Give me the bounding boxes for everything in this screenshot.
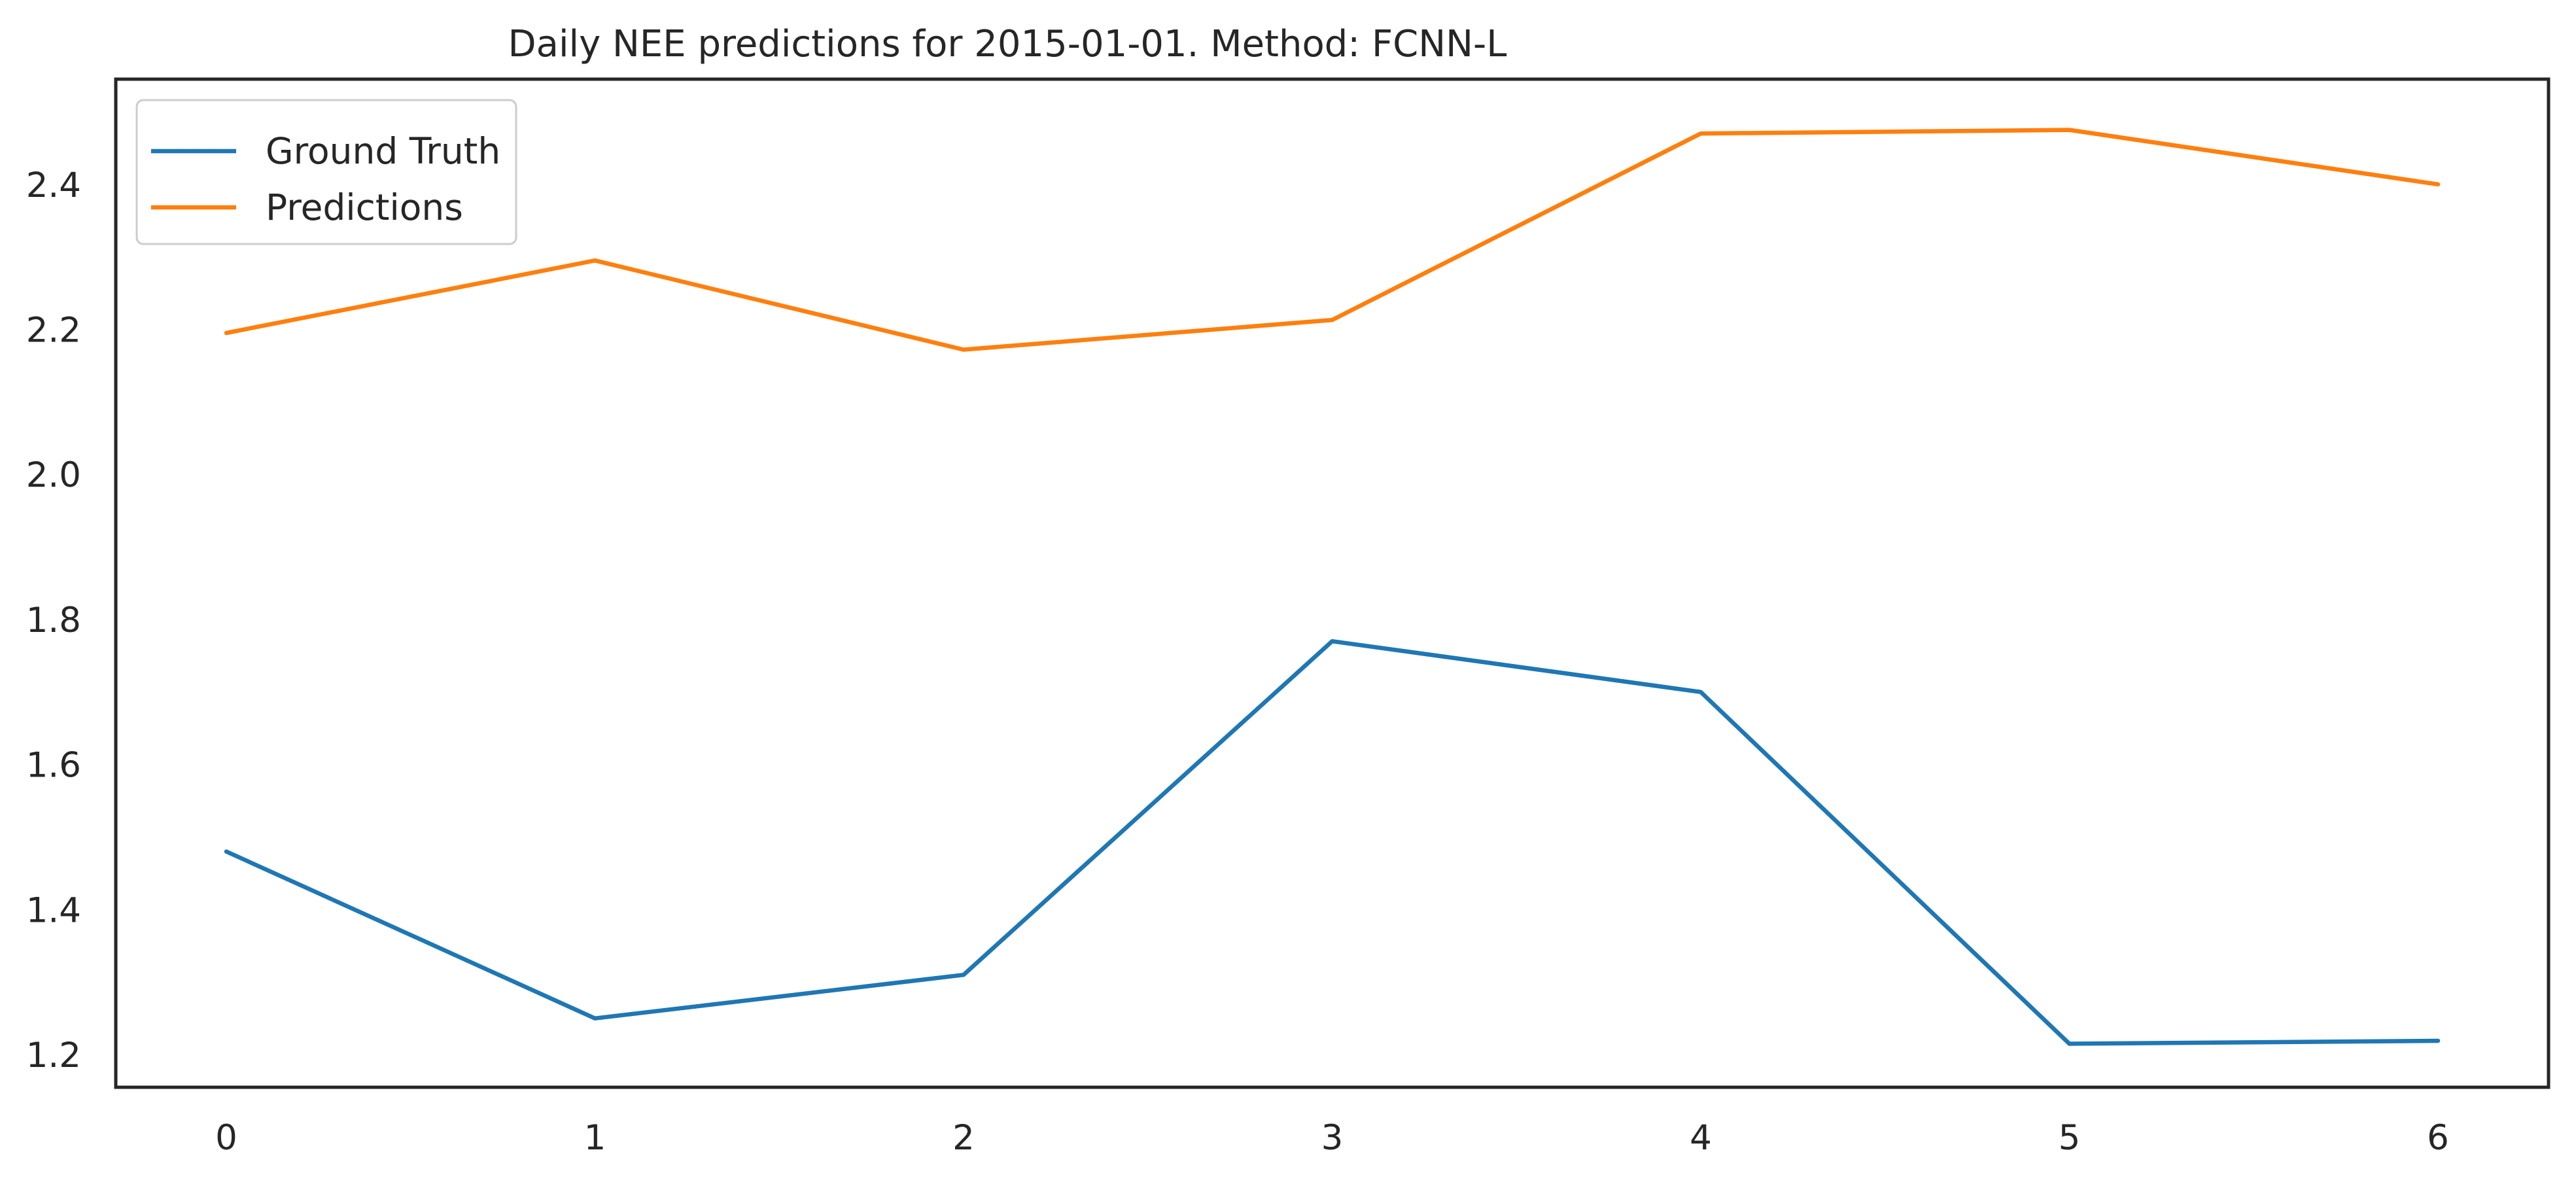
y-axis: 1.2 1.4 1.6 1.8 2.0 2.2 2.4 xyxy=(26,166,81,1075)
plot-frame xyxy=(114,77,2550,1089)
x-tick-label: 5 xyxy=(2059,1118,2081,1158)
y-tick-label: 2.2 xyxy=(26,311,81,351)
x-tick-label: 3 xyxy=(1321,1118,1344,1158)
series-layer xyxy=(224,128,2441,1046)
x-tick-label: 0 xyxy=(215,1118,237,1158)
y-tick-label: 2.0 xyxy=(26,455,81,495)
legend-label-predictions: Predictions xyxy=(266,186,463,228)
chart-title: Daily NEE predictions for 2015-01-01. Me… xyxy=(508,23,1507,65)
x-tick-label: 2 xyxy=(952,1118,975,1158)
x-axis: 0 1 2 3 4 5 6 xyxy=(215,1118,2449,1158)
y-tick-label: 1.4 xyxy=(26,890,81,930)
x-tick-label: 4 xyxy=(1690,1118,1712,1158)
series-line-predictions xyxy=(224,128,2441,352)
legend-label-ground-truth: Ground Truth xyxy=(266,130,500,172)
y-tick-label: 2.4 xyxy=(26,166,81,205)
y-tick-label: 1.8 xyxy=(26,601,81,640)
legend: Ground Truth Predictions xyxy=(135,99,517,245)
y-tick-label: 1.6 xyxy=(26,746,81,786)
x-tick-label: 6 xyxy=(2427,1118,2449,1158)
series-line-ground-truth xyxy=(224,638,2441,1046)
x-tick-label: 1 xyxy=(584,1118,606,1158)
y-tick-label: 1.2 xyxy=(26,1036,81,1075)
